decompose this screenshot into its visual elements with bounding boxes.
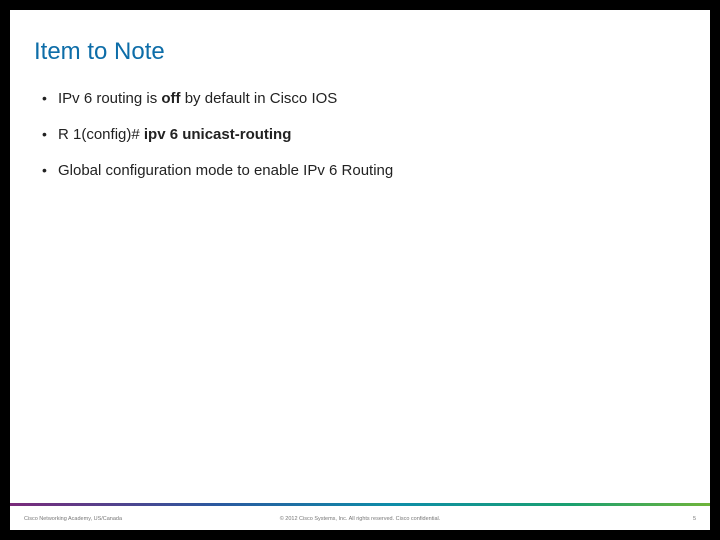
footer-page-number: 5	[693, 516, 696, 522]
bullet-text-prefix: R 1(config)#	[58, 126, 144, 143]
list-item: IPv 6 routing is off by default in Cisco…	[42, 88, 686, 110]
divider-gradient	[10, 503, 710, 506]
bullet-text-prefix: IPv 6 routing is	[58, 90, 161, 107]
bullet-text-suffix: by default in Cisco IOS	[181, 90, 338, 107]
list-item: Global configuration mode to enable IPv …	[42, 160, 686, 182]
list-item: R 1(config)# ipv 6 unicast-routing	[42, 124, 686, 146]
footer-left: Cisco Networking Academy, US/Canada	[24, 516, 122, 522]
slide-title: Item to Note	[34, 38, 686, 66]
slide: Item to Note IPv 6 routing is off by def…	[10, 10, 710, 530]
bullet-text-bold: off	[161, 90, 180, 107]
bullet-text-prefix: Global configuration mode to enable IPv …	[58, 162, 393, 179]
footer-center: © 2012 Cisco Systems, Inc. All rights re…	[280, 516, 441, 522]
bullet-list: IPv 6 routing is off by default in Cisco…	[34, 88, 686, 181]
bullet-text-bold: ipv 6 unicast-routing	[144, 126, 292, 143]
footer: Cisco Networking Academy, US/Canada © 20…	[10, 508, 710, 530]
